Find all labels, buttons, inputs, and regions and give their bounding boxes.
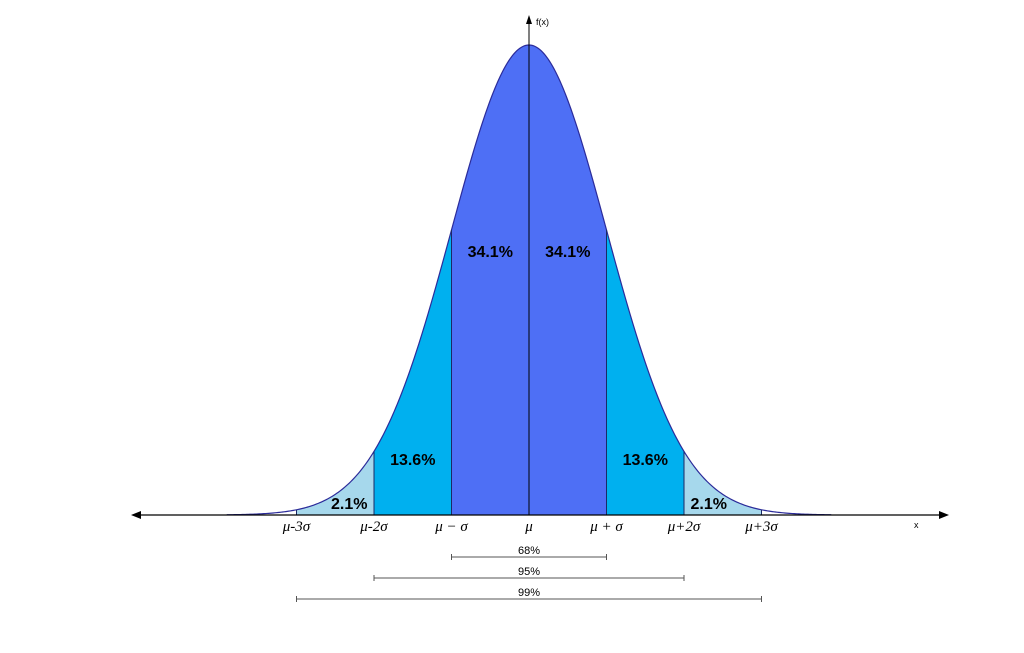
sigma-tick-label: μ [524, 519, 533, 535]
region-percent-label: 34.1% [545, 244, 590, 261]
region-fill-0 [296, 451, 374, 515]
percentage-labels: 2.1% 13.6% 34.1% 34.1% 13.6% 2.1% [331, 244, 727, 513]
sigma-tick-label: μ + σ [589, 519, 623, 535]
sigma-tick-label: μ+3σ [744, 519, 778, 535]
sigma-tick-label: μ+2σ [667, 519, 701, 535]
x-axis-right-arrow [939, 511, 949, 519]
y-axis-label: f(x) [536, 17, 549, 27]
region-percent-label: 34.1% [468, 244, 513, 261]
sigma-tick-label: μ-2σ [359, 519, 388, 535]
region-fill-5 [684, 451, 762, 515]
region-fill-3 [529, 45, 607, 515]
region-percent-label: 13.6% [390, 452, 435, 469]
sigma-tick-label: μ − σ [434, 519, 468, 535]
y-axis-arrow [526, 15, 532, 24]
region-percent-label: 2.1% [331, 496, 367, 513]
sigma-tick-label: μ-3σ [282, 519, 311, 535]
range-bar-label: 99% [518, 587, 540, 599]
right-tail-curve [761, 509, 832, 516]
region-percent-label: 2.1% [691, 496, 727, 513]
range-bar-label: 95% [518, 566, 540, 578]
region-fill-2 [451, 45, 529, 515]
sigma-dividers [296, 229, 762, 515]
x-axis-left-arrow [131, 511, 141, 519]
region-percent-label: 13.6% [623, 452, 668, 469]
sigma-tick-labels: μ-3σ μ-2σ μ − σ μ μ + σ μ+2σ μ+3σ [282, 519, 779, 535]
range-bar-label: 68% [518, 545, 540, 557]
left-tail-curve [226, 509, 297, 516]
coverage-range-bars: 68% 95% 99% [296, 545, 762, 602]
x-axis-label: x [914, 520, 919, 530]
